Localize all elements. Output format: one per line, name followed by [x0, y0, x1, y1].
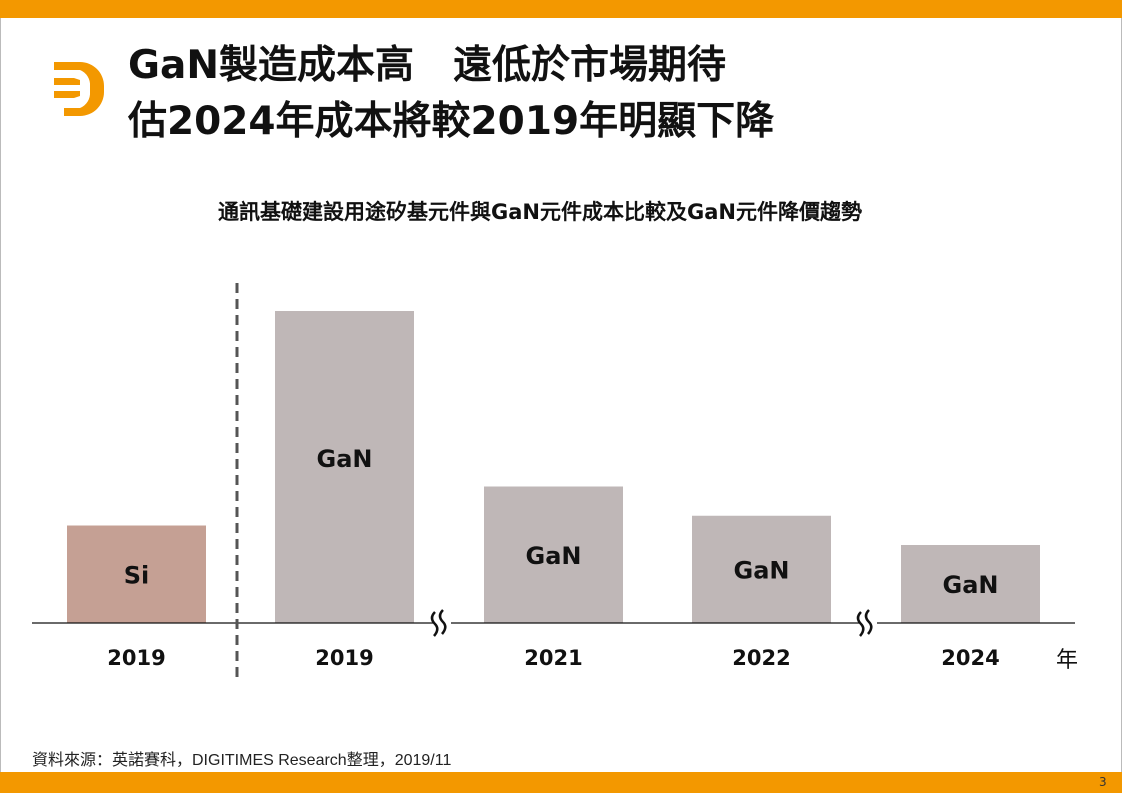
x-tick-label: 2024	[941, 646, 999, 670]
x-tick-label: 2022	[732, 646, 790, 670]
title-line-2: 估2024年成本將較2019年明顯下降	[128, 99, 775, 144]
axis-break-gap	[859, 621, 877, 626]
bar-label: GaN	[943, 571, 999, 599]
digitimes-logo-icon	[54, 62, 104, 116]
bar-label: GaN	[317, 445, 373, 473]
bar-gan-2024	[901, 545, 1040, 623]
bar-gan-2019	[275, 311, 414, 623]
x-tick-label: 2021	[524, 646, 582, 670]
x-axis-label: 年	[1056, 648, 1078, 673]
axis-break-icon	[438, 609, 447, 635]
bar-gan-2022	[692, 515, 831, 623]
axis-break-icon	[430, 611, 439, 637]
page-number: 3	[1099, 775, 1107, 789]
axis-break-icon	[864, 609, 873, 635]
axis-break-icon	[856, 611, 865, 637]
chart-title: 通訊基礎建設用途矽基元件與GaN元件成本比較及GaN元件降價趨勢	[218, 200, 862, 224]
bar-label: Si	[124, 561, 150, 589]
bar-label: GaN	[526, 542, 582, 570]
x-tick-label: 2019	[315, 646, 373, 670]
x-tick-label: 2019	[107, 646, 165, 670]
bottom-accent-bar	[0, 772, 1122, 793]
bar-gan-2021	[484, 486, 623, 623]
source-note: 資料來源：英諾賽科，DIGITIMES Research整理，2019/11	[32, 752, 452, 769]
axis-break-gap	[433, 621, 451, 626]
title-line-1: GaN製造成本高 遠低於市場期待	[128, 43, 726, 88]
top-accent-bar	[0, 0, 1122, 18]
bar-label: GaN	[734, 556, 790, 584]
bar-si-2019	[67, 525, 206, 623]
